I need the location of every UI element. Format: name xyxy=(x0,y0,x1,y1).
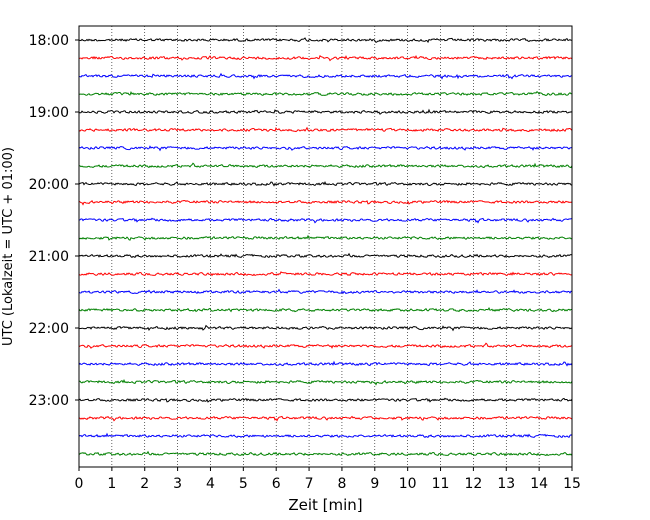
x-tick-label: 3 xyxy=(173,476,182,492)
trace-row xyxy=(78,126,573,133)
trace-row xyxy=(78,181,573,187)
x-tick-label: 5 xyxy=(239,476,248,492)
x-tick-label: 14 xyxy=(530,476,548,492)
trace-row xyxy=(78,91,573,97)
y-tick-label: 19:00 xyxy=(29,105,69,121)
trace-row xyxy=(78,199,573,206)
x-tick-label: 7 xyxy=(305,476,314,492)
trace-row xyxy=(78,54,573,62)
x-tick-label: 10 xyxy=(399,476,417,492)
y-tick-label: 20:00 xyxy=(29,177,69,193)
y-tick-label: 23:00 xyxy=(29,393,69,409)
x-axis-label: Zeit [min] xyxy=(288,496,362,514)
trace-row xyxy=(78,162,573,169)
x-tick-label: 8 xyxy=(337,476,346,492)
y-axis-label: UTC (Lokalzeit = UTC + 01:00) xyxy=(1,147,16,346)
y-tick-label: 21:00 xyxy=(29,249,69,265)
trace-row xyxy=(78,37,573,44)
trace-row xyxy=(78,397,573,403)
x-tick-label: 2 xyxy=(140,476,149,492)
trace-row xyxy=(78,432,573,439)
x-tick-label: 11 xyxy=(432,476,450,492)
x-axis-ticks: 0 1 2 3 4 5 6 7 8 9 10 11 12 13 14 15 xyxy=(75,467,581,492)
x-tick-label: 15 xyxy=(563,476,581,492)
trace-row xyxy=(78,324,573,332)
trace-row xyxy=(78,217,573,224)
trace-row xyxy=(78,288,573,295)
x-tick-label: 12 xyxy=(464,476,482,492)
x-tick-label: 1 xyxy=(107,476,116,492)
trace-row xyxy=(78,415,573,422)
trace-row xyxy=(78,342,573,349)
x-tick-label: 13 xyxy=(497,476,515,492)
trace-row xyxy=(78,307,573,313)
trace-row xyxy=(78,145,573,152)
trace-row xyxy=(78,271,573,277)
x-tick-label: 0 xyxy=(75,476,84,492)
trace-row xyxy=(78,108,573,115)
trace-row xyxy=(78,252,573,259)
x-tick-label: 9 xyxy=(370,476,379,492)
x-tick-label: 6 xyxy=(272,476,281,492)
trace-row xyxy=(78,450,573,457)
grid-lines xyxy=(111,26,540,467)
y-tick-label: 22:00 xyxy=(29,321,69,337)
seismogram-traces xyxy=(78,37,573,457)
trace-row xyxy=(78,234,573,241)
y-tick-label: 18:00 xyxy=(29,33,69,49)
trace-row xyxy=(78,379,573,386)
trace-row xyxy=(78,360,573,367)
trace-row xyxy=(78,72,573,80)
x-tick-label: 4 xyxy=(206,476,215,492)
y-axis-ticks: 18:00 19:00 20:00 21:00 22:00 23:00 xyxy=(29,33,79,409)
plot-frame xyxy=(78,25,573,468)
